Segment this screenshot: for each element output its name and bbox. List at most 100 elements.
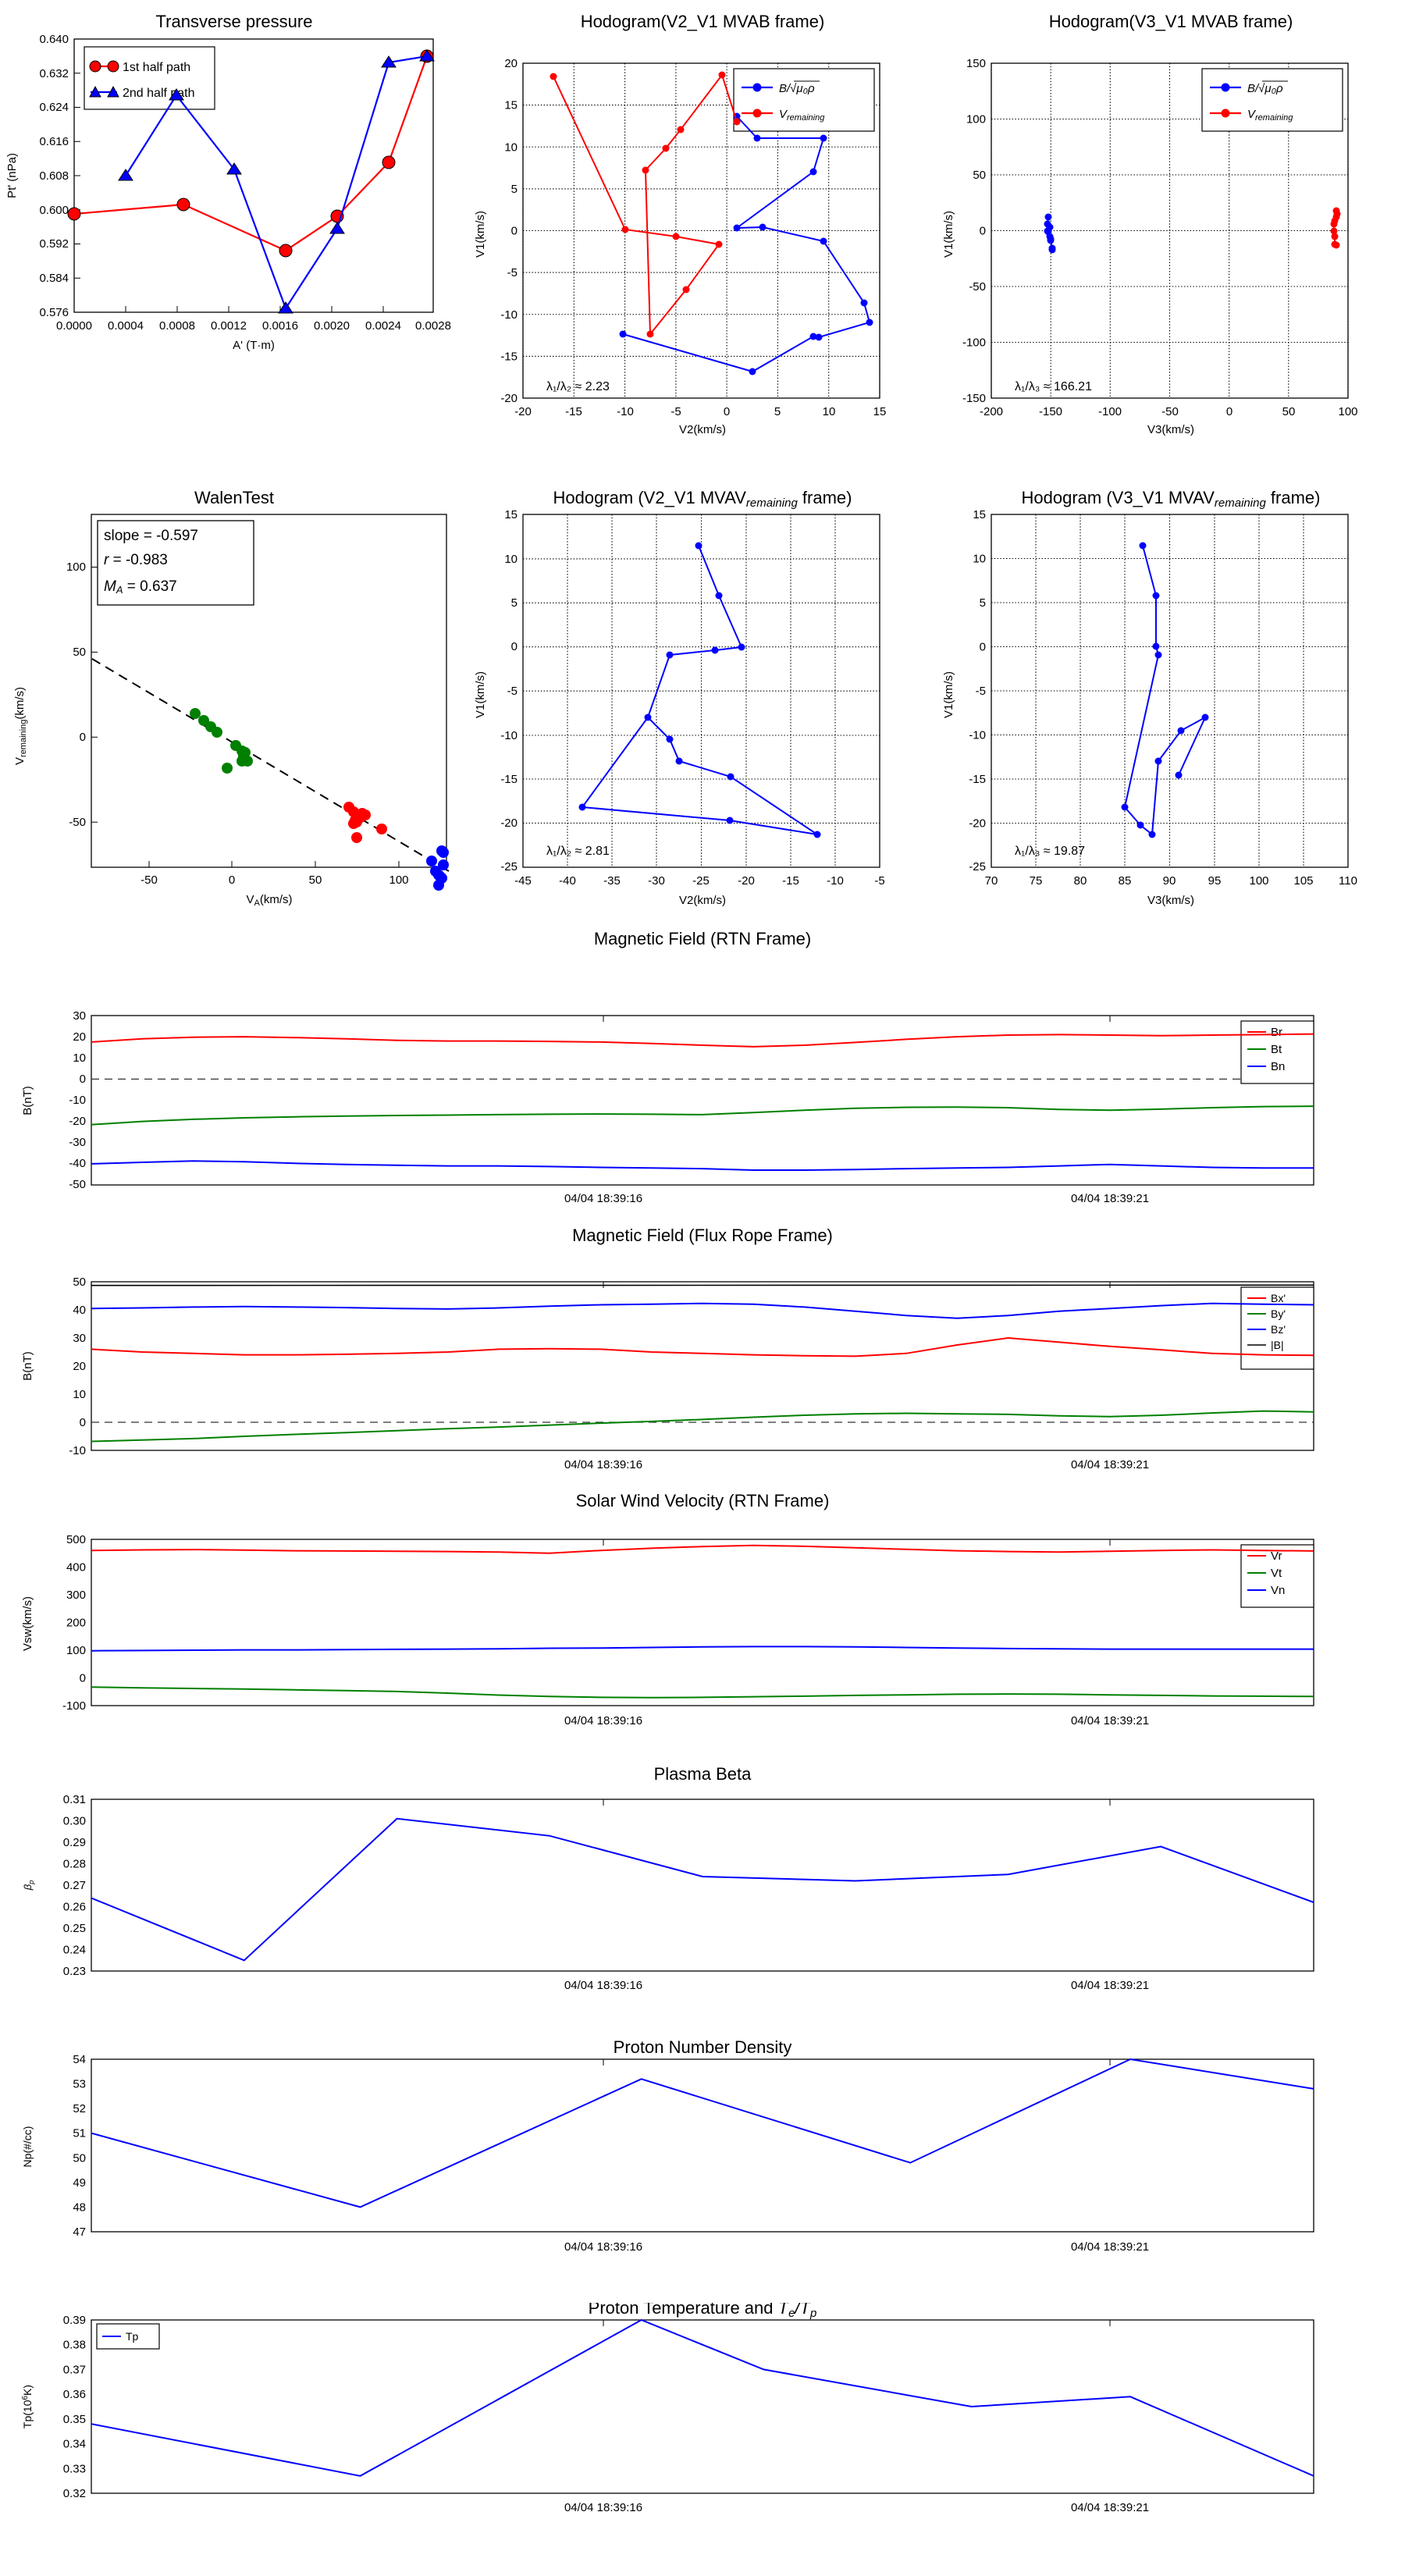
svg-text:100: 100	[1249, 874, 1268, 888]
svg-text:Tp: Tp	[126, 2330, 139, 2343]
svg-text:04/04 18:39:21: 04/04 18:39:21	[1071, 2501, 1149, 2514]
svg-text:0.34: 0.34	[63, 2438, 86, 2451]
svg-text:Vr: Vr	[1271, 1550, 1282, 1563]
svg-text:Bt: Bt	[1271, 1043, 1282, 1056]
svg-text:-150: -150	[1039, 405, 1062, 418]
svg-text:-25: -25	[500, 860, 518, 873]
svg-text:-20: -20	[500, 817, 518, 830]
svg-text:Hodogram (V2_V1 MVAVremaining: Hodogram (V2_V1 MVAVremaining frame)	[553, 488, 852, 510]
svg-text:0.0024: 0.0024	[365, 319, 401, 333]
svg-text:47: 47	[73, 2226, 86, 2239]
svg-text:100: 100	[66, 1644, 86, 1657]
svg-text:10: 10	[73, 1388, 86, 1401]
svg-text:-35: -35	[603, 874, 621, 888]
svg-text:100: 100	[389, 873, 408, 887]
svg-text:V1(km/s): V1(km/s)	[474, 671, 487, 718]
svg-text:Solar Wind Velocity (RTN Frame: Solar Wind Velocity (RTN Frame)	[576, 1491, 830, 1510]
svg-text:0.27: 0.27	[63, 1879, 86, 1892]
svg-text:400: 400	[66, 1561, 86, 1574]
svg-text:-15: -15	[500, 350, 518, 363]
svg-text:-25: -25	[969, 860, 986, 873]
svg-text:Br: Br	[1271, 1026, 1282, 1039]
svg-text:0.640: 0.640	[39, 33, 69, 46]
svg-text:λ₁/λ₃ ≈ 19.87: λ₁/λ₃ ≈ 19.87	[1015, 845, 1085, 858]
svg-text:-15: -15	[969, 773, 986, 786]
svg-text:VA(km/s): VA(km/s)	[246, 893, 292, 908]
svg-text:0.616: 0.616	[39, 135, 69, 148]
svg-text:04/04 18:39:21: 04/04 18:39:21	[1071, 1192, 1149, 1205]
svg-text:15: 15	[504, 508, 518, 521]
svg-text:04/04 18:39:16: 04/04 18:39:16	[564, 2501, 642, 2514]
svg-text:0.33: 0.33	[63, 2462, 86, 2475]
svg-text:Bx': Bx'	[1271, 1292, 1286, 1304]
svg-text:0: 0	[80, 1416, 86, 1429]
svg-text:15: 15	[973, 508, 986, 521]
svg-text:105: 105	[1293, 874, 1313, 888]
svg-text:04/04 18:39:21: 04/04 18:39:21	[1071, 1979, 1149, 1992]
svg-text:51: 51	[73, 2127, 86, 2140]
svg-text:10: 10	[73, 1051, 86, 1065]
svg-text:Proton Number Density: Proton Number Density	[614, 2037, 792, 2057]
svg-text:0.0012: 0.0012	[211, 319, 247, 333]
svg-text:-100: -100	[1098, 405, 1122, 418]
svg-text:V3(km/s): V3(km/s)	[1147, 894, 1194, 907]
svg-text:100: 100	[66, 560, 86, 574]
svg-text:100: 100	[1338, 405, 1357, 418]
svg-text:0: 0	[511, 640, 518, 653]
svg-text:-20: -20	[514, 405, 532, 418]
svg-text:-50: -50	[1161, 405, 1179, 418]
svg-text:-20: -20	[738, 874, 755, 888]
svg-text:50: 50	[973, 169, 986, 182]
svg-text:5: 5	[774, 405, 781, 418]
svg-text:0: 0	[229, 873, 235, 887]
svg-text:0.30: 0.30	[63, 1815, 86, 1828]
svg-text:0.28: 0.28	[63, 1858, 86, 1871]
svg-text:-5: -5	[874, 874, 884, 888]
svg-text:0.23: 0.23	[63, 1965, 86, 1978]
svg-text:-200: -200	[980, 405, 1003, 418]
svg-text:By': By'	[1271, 1308, 1286, 1320]
svg-text:0.592: 0.592	[39, 237, 69, 251]
svg-text:-20: -20	[500, 392, 518, 405]
svg-text:0.38: 0.38	[63, 2339, 86, 2352]
svg-text:50: 50	[1282, 405, 1296, 418]
svg-text:90: 90	[1163, 874, 1176, 888]
svg-text:04/04 18:39:21: 04/04 18:39:21	[1071, 1714, 1149, 1727]
svg-text:-100: -100	[62, 1699, 86, 1713]
svg-text:0.576: 0.576	[39, 306, 69, 319]
svg-text:500: 500	[66, 1533, 86, 1546]
svg-text:-10: -10	[500, 729, 518, 742]
svg-text:V2(km/s): V2(km/s)	[679, 894, 726, 907]
svg-text:53: 53	[73, 2078, 86, 2091]
svg-text:-30: -30	[69, 1136, 86, 1149]
svg-text:-50: -50	[69, 1178, 86, 1191]
svg-text:-15: -15	[565, 405, 582, 418]
svg-text:-25: -25	[692, 874, 710, 888]
svg-text:20: 20	[73, 1030, 86, 1044]
svg-text:-10: -10	[69, 1094, 86, 1107]
svg-text:5: 5	[980, 596, 986, 610]
svg-text:Transverse pressure: Transverse pressure	[156, 12, 313, 31]
svg-text:80: 80	[1074, 874, 1087, 888]
svg-text:10: 10	[823, 405, 836, 418]
svg-text:V1(km/s): V1(km/s)	[942, 211, 955, 258]
svg-text:40: 40	[73, 1304, 86, 1317]
svg-text:30: 30	[73, 1332, 86, 1345]
svg-text:0.36: 0.36	[63, 2388, 86, 2401]
svg-text:0.0004: 0.0004	[108, 319, 144, 333]
svg-text:Vsw(km/s): Vsw(km/s)	[21, 1596, 34, 1651]
svg-text:B(nT): B(nT)	[21, 1351, 34, 1381]
svg-text:MA = 0.637: MA = 0.637	[104, 578, 177, 596]
svg-text:Hodogram(V3_V1 MVAB frame): Hodogram(V3_V1 MVAB frame)	[1049, 12, 1293, 31]
svg-text:300: 300	[66, 1589, 86, 1602]
svg-text:Magnetic Field (RTN Frame): Magnetic Field (RTN Frame)	[594, 929, 811, 948]
svg-text:48: 48	[73, 2201, 86, 2214]
svg-text:0.31: 0.31	[63, 1793, 86, 1806]
svg-text:B/√μ₀ρ: B/√μ₀ρ	[1247, 82, 1283, 95]
svg-text:-5: -5	[670, 405, 681, 418]
svg-text:10: 10	[504, 553, 518, 566]
svg-text:04/04 18:39:16: 04/04 18:39:16	[564, 1458, 642, 1471]
svg-text:0: 0	[80, 731, 86, 744]
svg-text:Vt: Vt	[1271, 1567, 1282, 1580]
svg-text:V3(km/s): V3(km/s)	[1147, 423, 1194, 436]
